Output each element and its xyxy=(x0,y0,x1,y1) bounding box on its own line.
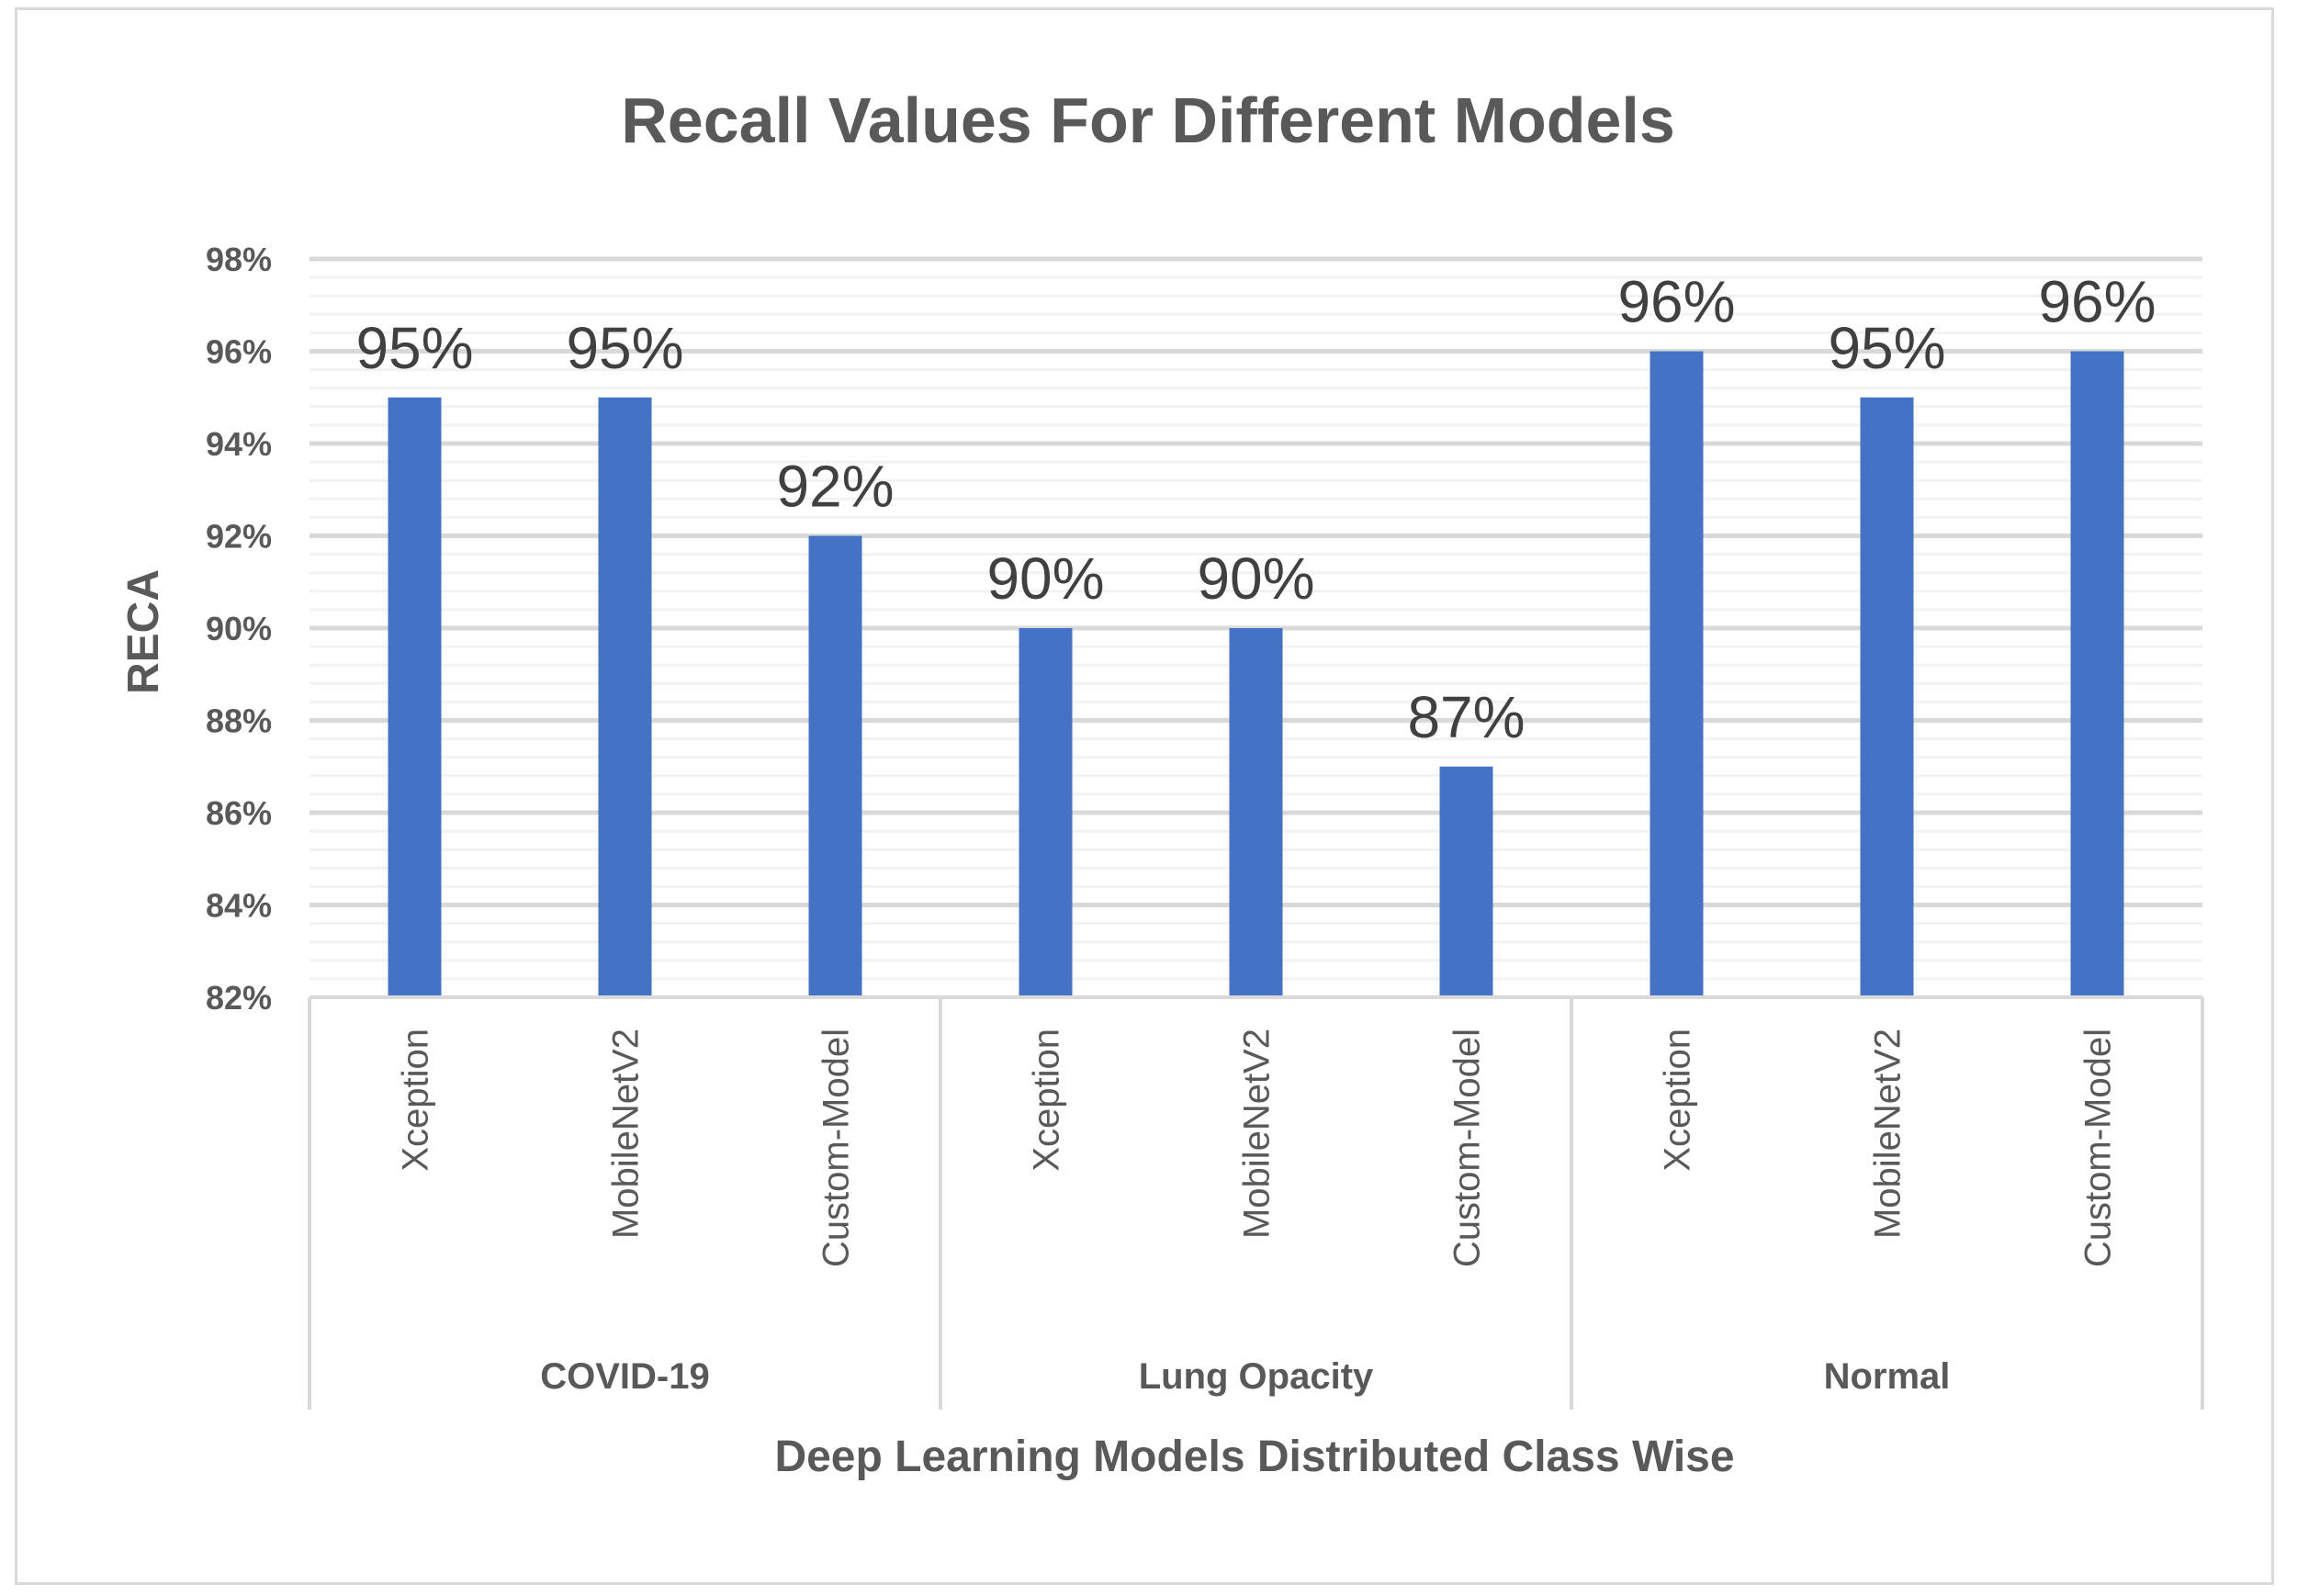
data-label: 90% xyxy=(986,545,1104,612)
data-label: 92% xyxy=(776,454,894,520)
x-category-label: Xception xyxy=(1658,1028,1698,1172)
y-tick-label: 90% xyxy=(206,610,272,647)
y-tick-label: 94% xyxy=(206,425,272,463)
x-category-label: Custom-Model xyxy=(816,1028,857,1267)
x-category-label: Xception xyxy=(396,1028,436,1172)
data-label: 96% xyxy=(1617,269,1735,335)
y-axis-title: RECA xyxy=(119,569,168,694)
bar xyxy=(808,535,862,997)
data-label: 95% xyxy=(355,315,473,381)
bar xyxy=(1439,766,1493,997)
data-labels: 95% 95% 92% 90% 90% 87% 96% 95% 96% xyxy=(355,269,2156,750)
x-axis-title: Deep Learning Models Distributed Class W… xyxy=(774,1433,1734,1481)
bars xyxy=(388,351,2124,997)
chart-title: Recall Values For Different Models xyxy=(621,84,1675,156)
bar xyxy=(1019,628,1073,997)
bar xyxy=(598,397,652,997)
x-axis: Xception MobileNetV2 Custom-Model Xception M… xyxy=(308,995,2204,1410)
y-tick-label: 92% xyxy=(206,518,272,556)
y-tick-label: 88% xyxy=(206,702,272,740)
x-group-label: Lung Opacity xyxy=(1139,1356,1374,1397)
bar xyxy=(388,397,442,997)
x-group-label: COVID-19 xyxy=(540,1356,710,1397)
data-label: 95% xyxy=(566,315,683,381)
x-category-label: MobileNetV2 xyxy=(1868,1028,1909,1239)
bar xyxy=(1650,351,1704,997)
x-category-label: Xception xyxy=(1027,1028,1067,1172)
x-category-label: MobileNetV2 xyxy=(1237,1028,1278,1239)
bar xyxy=(1229,628,1283,997)
x-category-label: MobileNetV2 xyxy=(606,1028,647,1239)
data-label: 95% xyxy=(1828,315,1945,381)
y-tick-label: 96% xyxy=(206,333,272,371)
y-axis-ticks: 82% 84% 86% 88% 90% 92% 94% 96% 98% xyxy=(206,241,272,1017)
y-tick-label: 82% xyxy=(206,979,272,1017)
x-group-label: Normal xyxy=(1824,1356,1951,1397)
data-label: 96% xyxy=(2038,269,2156,335)
y-tick-label: 98% xyxy=(206,241,272,278)
data-label: 87% xyxy=(1407,684,1525,750)
data-label: 90% xyxy=(1197,545,1314,612)
y-tick-label: 84% xyxy=(206,887,272,925)
x-category-label: Custom-Model xyxy=(2078,1028,2119,1267)
bar xyxy=(1860,397,1914,997)
bar xyxy=(2070,351,2124,997)
x-category-label: Custom-Model xyxy=(1447,1028,1488,1267)
y-tick-label: 86% xyxy=(206,794,272,832)
